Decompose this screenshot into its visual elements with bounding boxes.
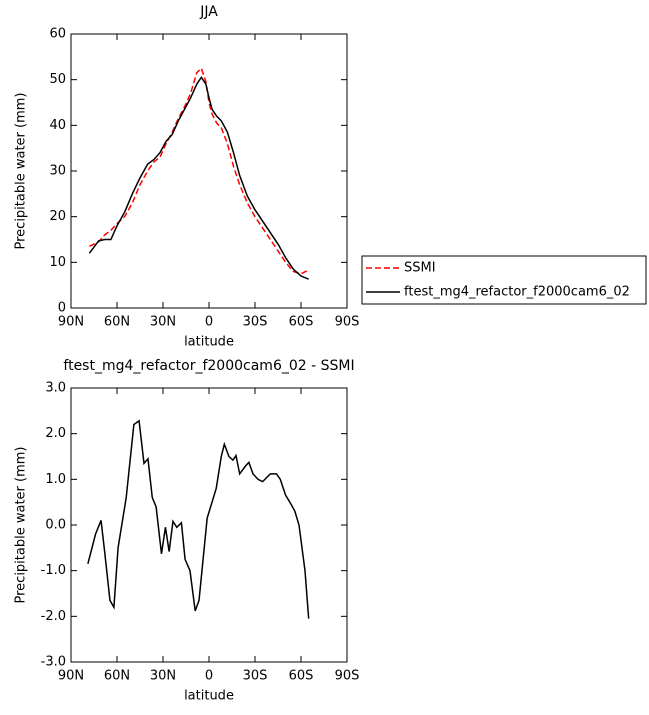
legend-label: SSMI <box>404 261 436 276</box>
chart-title: JJA <box>199 4 218 20</box>
legend-box <box>361 255 647 305</box>
y-tick-label: 20 <box>49 209 66 224</box>
x-tick-label: 30N <box>150 669 176 684</box>
line-series <box>89 66 309 275</box>
x-tick-label: 90S <box>335 669 360 684</box>
x-tick-label: 0 <box>205 315 213 330</box>
y-tick-label: 0 <box>58 301 66 316</box>
line-series <box>88 76 309 280</box>
x-tick-label: 60S <box>289 315 314 330</box>
y-tick-label: 3.0 <box>45 381 66 396</box>
y-tick-label: 0.0 <box>45 518 66 533</box>
y-tick-label: 10 <box>49 255 66 270</box>
x-tick-label: 0 <box>205 669 213 684</box>
y-axis-label: Precipitable water (mm) <box>14 93 29 250</box>
x-tick-label: 90N <box>58 669 84 684</box>
x-tick-label: 60N <box>104 669 130 684</box>
y-tick-label: 2.0 <box>45 426 66 441</box>
y-tick-label: 50 <box>49 72 66 87</box>
plot-frame <box>70 387 348 663</box>
x-tick-label: 30N <box>150 315 176 330</box>
y-tick-label: 1.0 <box>45 472 66 487</box>
y-axis-label: Precipitable water (mm) <box>14 447 29 604</box>
x-tick-label: 60S <box>289 669 314 684</box>
chart-title: ftest_mg4_refactor_f2000cam6_02 - SSMI <box>63 358 354 374</box>
x-axis-label: latitude <box>184 335 234 350</box>
legend-label: ftest_mg4_refactor_f2000cam6_02 <box>404 285 630 300</box>
y-tick-label: -3.0 <box>41 655 66 670</box>
plot-frame <box>70 33 348 309</box>
y-tick-label: 30 <box>49 164 66 179</box>
x-tick-label: 90N <box>58 315 84 330</box>
line-series <box>87 419 310 619</box>
y-tick-label: -2.0 <box>41 609 66 624</box>
y-tick-label: 40 <box>49 118 66 133</box>
x-tick-label: 60N <box>104 315 130 330</box>
x-tick-label: 90S <box>335 315 360 330</box>
x-axis-label: latitude <box>184 689 234 704</box>
x-tick-label: 30S <box>243 669 268 684</box>
y-tick-label: -1.0 <box>41 563 66 578</box>
x-tick-label: 30S <box>243 315 268 330</box>
y-tick-label: 60 <box>49 27 66 42</box>
